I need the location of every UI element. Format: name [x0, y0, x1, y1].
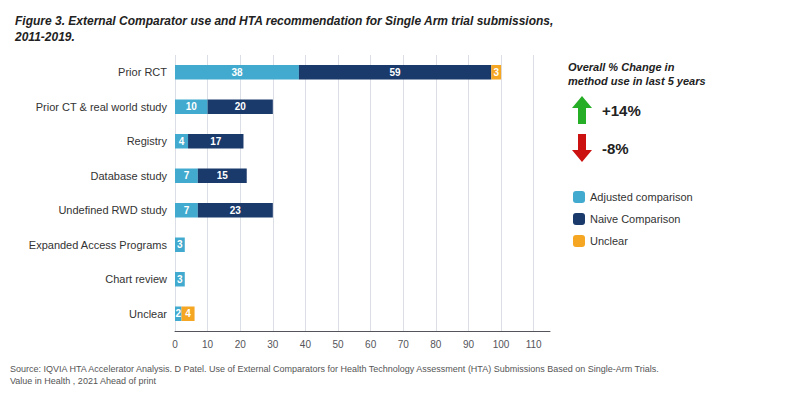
svg-text:90: 90 — [463, 339, 475, 350]
svg-text:Value in Health , 2021 Ahead o: Value in Health , 2021 Ahead of print — [10, 376, 156, 386]
svg-text:Prior CT & real world study: Prior CT & real world study — [36, 101, 168, 113]
svg-text:Naive Comparison: Naive Comparison — [590, 213, 680, 225]
svg-text:30: 30 — [267, 339, 279, 350]
svg-text:50: 50 — [332, 339, 344, 350]
svg-text:70: 70 — [398, 339, 410, 350]
svg-text:2011-2019.: 2011-2019. — [14, 30, 75, 44]
svg-text:10: 10 — [186, 101, 198, 112]
svg-text:3: 3 — [177, 274, 183, 285]
svg-text:Unclear: Unclear — [590, 235, 628, 247]
svg-text:3: 3 — [493, 67, 499, 78]
svg-text:110: 110 — [526, 339, 542, 350]
svg-text:80: 80 — [430, 339, 442, 350]
svg-text:Overall % Change in: Overall % Change in — [568, 61, 675, 73]
svg-text:20: 20 — [235, 101, 247, 112]
svg-text:10: 10 — [202, 339, 214, 350]
svg-text:Source: IQVIA HTA Accelerator: Source: IQVIA HTA Accelerator Analysis. … — [10, 364, 659, 374]
svg-text:Expanded Access Programs: Expanded Access Programs — [29, 239, 168, 251]
svg-text:100: 100 — [493, 339, 510, 350]
svg-text:Adjusted comparison: Adjusted comparison — [590, 191, 693, 203]
svg-text:17: 17 — [210, 136, 222, 147]
svg-text:Registry: Registry — [127, 135, 168, 147]
svg-text:15: 15 — [217, 170, 229, 181]
svg-text:+14%: +14% — [602, 102, 641, 119]
svg-text:Figure 3. External Comparator: Figure 3. External Comparator use and HT… — [15, 14, 553, 28]
svg-text:0: 0 — [172, 339, 178, 350]
svg-text:7: 7 — [184, 205, 190, 216]
svg-text:-8%: -8% — [602, 140, 629, 157]
svg-text:2: 2 — [175, 308, 181, 319]
svg-text:Prior RCT: Prior RCT — [118, 66, 167, 78]
svg-text:38: 38 — [231, 67, 243, 78]
svg-text:Database study: Database study — [91, 170, 168, 182]
svg-text:4: 4 — [185, 308, 191, 319]
svg-text:Undefined RWD study: Undefined RWD study — [58, 204, 167, 216]
svg-text:40: 40 — [300, 339, 312, 350]
svg-text:60: 60 — [365, 339, 377, 350]
svg-text:method use in last 5 years: method use in last 5 years — [568, 75, 706, 87]
svg-text:20: 20 — [235, 339, 247, 350]
svg-text:23: 23 — [230, 205, 242, 216]
svg-text:4: 4 — [179, 136, 185, 147]
svg-text:Unclear: Unclear — [129, 308, 167, 320]
svg-text:7: 7 — [184, 170, 190, 181]
svg-text:Chart review: Chart review — [105, 273, 167, 285]
svg-text:3: 3 — [177, 239, 183, 250]
svg-text:59: 59 — [390, 67, 402, 78]
